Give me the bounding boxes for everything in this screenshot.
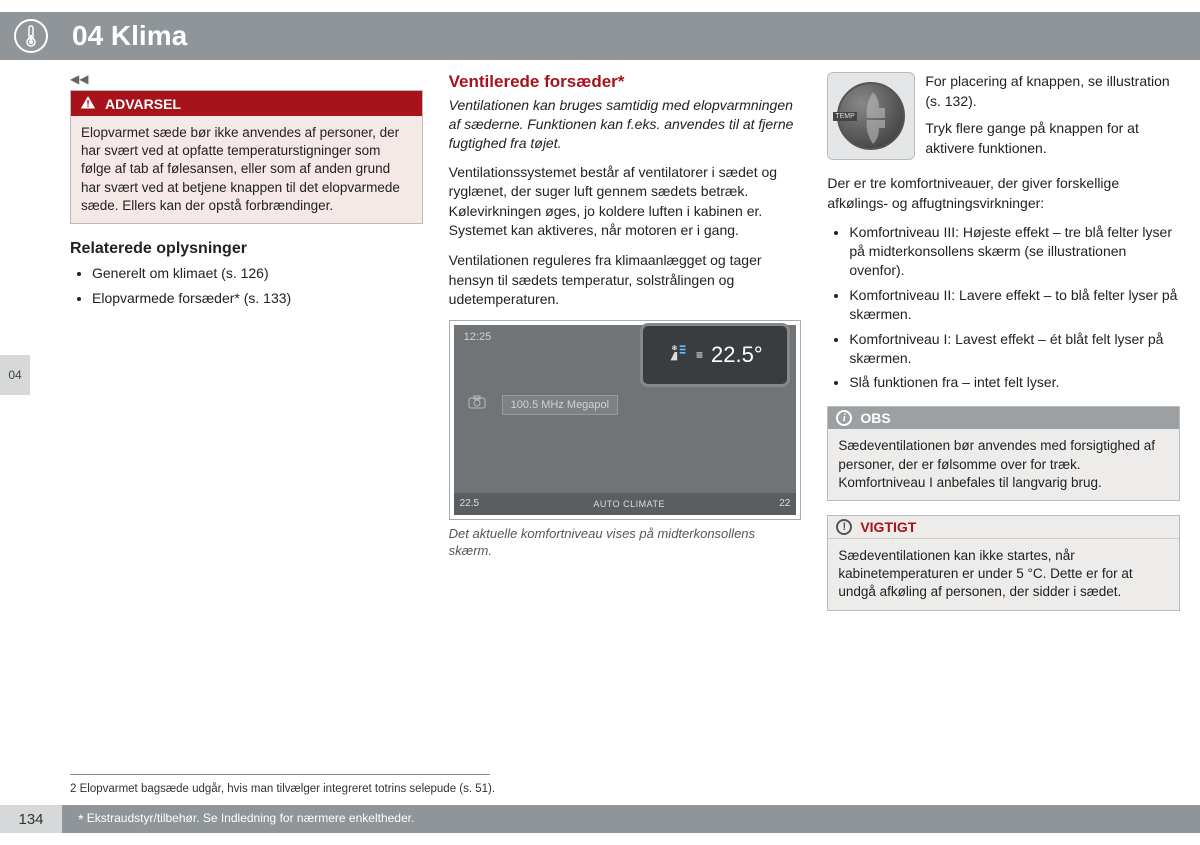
column-middle: Ventilerede forsæder* Ventilationen kan … bbox=[449, 72, 802, 785]
center-display-figure: 12:25 100.5 MHz Megapol 22.5 AUTO CLIMAT… bbox=[449, 320, 802, 520]
screen-radio-freq: 100.5 MHz Megapol bbox=[502, 395, 618, 415]
warning-header: ! ADVARSEL bbox=[71, 91, 422, 116]
side-chapter-tab: 04 bbox=[0, 355, 30, 395]
warning-triangle-icon: ! bbox=[79, 94, 97, 113]
callout-temp: 22.5° bbox=[711, 342, 763, 368]
important-label: VIGTIGT bbox=[860, 519, 916, 535]
comfort-level-list: Komfortniveau III: Højeste effekt – tre … bbox=[827, 223, 1180, 392]
note-box: i OBS Sædeventilationen bør anvendes med… bbox=[827, 406, 1180, 501]
list-item: Slå funktionen fra – intet felt lyser. bbox=[849, 373, 1180, 392]
screen-auto-climate: AUTO CLIMATE bbox=[593, 499, 665, 509]
continuation-icon: ◀◀ bbox=[70, 72, 423, 86]
page-number: 134 bbox=[0, 805, 62, 833]
screen-temp-left: 22.5 bbox=[460, 498, 479, 509]
footer-note: Ekstraudstyr/tilbehør. Se Indledning for… bbox=[87, 811, 415, 825]
svg-text:❄: ❄ bbox=[671, 343, 677, 352]
comfort-intro: Der er tre komfortniveauer, der giver fo… bbox=[827, 174, 1180, 213]
paragraph: Ventilationen reguleres fra klimaanlægge… bbox=[449, 251, 802, 310]
chapter-header: 04 Klima bbox=[0, 12, 1200, 60]
temp-dial-figure bbox=[827, 72, 915, 160]
note-label: OBS bbox=[860, 410, 890, 426]
warning-body: Elopvarmet sæde bør ikke anvendes af per… bbox=[71, 116, 422, 223]
list-item: Komfortniveau I: Lavest effekt – ét blåt… bbox=[849, 330, 1180, 368]
section-title: Ventilerede forsæder* bbox=[449, 72, 802, 92]
important-body: Sædeventilationen kan ikke startes, når … bbox=[828, 539, 1179, 610]
exclamation-icon: ! bbox=[836, 519, 852, 535]
footnote: 2 Elopvarmet bagsæde udgår, hvis man til… bbox=[70, 783, 495, 795]
footnote-star-icon: * bbox=[78, 811, 83, 827]
screen-bottom-bar: 22.5 AUTO CLIMATE 22 bbox=[454, 493, 797, 515]
note-header: i OBS bbox=[828, 407, 1179, 429]
note-body: Sædeventilationen bør anvendes med forsi… bbox=[828, 429, 1179, 500]
footer-text: * Ekstraudstyr/tilbehør. Se Indledning f… bbox=[78, 811, 414, 827]
column-right: For placering af knappen, se illustratio… bbox=[827, 72, 1180, 785]
chapter-title: 04 Klima bbox=[72, 20, 187, 52]
comfort-callout: ❄ ≡ 22.5° bbox=[640, 323, 790, 387]
list-item: Elopvarmede forsæder* (s. 133) bbox=[92, 289, 423, 308]
display-screen: 12:25 100.5 MHz Megapol 22.5 AUTO CLIMAT… bbox=[454, 325, 797, 515]
info-icon: i bbox=[836, 410, 852, 426]
footer-bar: * Ekstraudstyr/tilbehør. Se Indledning f… bbox=[0, 805, 1200, 833]
screen-temp-right: 22 bbox=[779, 498, 790, 509]
svg-text:!: ! bbox=[86, 99, 89, 110]
temp-dial-icon bbox=[837, 82, 905, 150]
list-item: Generelt om klimaet (s. 126) bbox=[92, 264, 423, 283]
chapter-icon-box bbox=[0, 12, 62, 60]
warning-box: ! ADVARSEL Elopvarmet sæde bør ikke anve… bbox=[70, 90, 423, 224]
paragraph: Ventilationssystemet består af ventilato… bbox=[449, 163, 802, 241]
important-header: ! VIGTIGT bbox=[828, 516, 1179, 539]
button-illustration-row: For placering af knappen, se illustratio… bbox=[827, 72, 1180, 160]
footnote-rule bbox=[70, 774, 490, 775]
list-item: Komfortniveau II: Lavere effekt – to blå… bbox=[849, 286, 1180, 324]
section-lead: Ventilationen kan bruges samtidig med el… bbox=[449, 96, 802, 153]
warning-label: ADVARSEL bbox=[105, 96, 181, 112]
list-item: Komfortniveau III: Højeste effekt – tre … bbox=[849, 223, 1180, 280]
figure-caption: Det aktuelle komfortniveau vises på midt… bbox=[449, 526, 802, 560]
related-info-list: Generelt om klimaet (s. 126) Elopvarmede… bbox=[70, 264, 423, 308]
screen-time: 12:25 bbox=[464, 331, 492, 343]
thermometer-icon bbox=[14, 19, 48, 53]
ventilated-seat-icon: ❄ bbox=[668, 342, 688, 368]
important-box: ! VIGTIGT Sædeventilationen kan ikke sta… bbox=[827, 515, 1180, 611]
column-left: ◀◀ ! ADVARSEL Elopvarmet sæde bør ikke a… bbox=[70, 72, 423, 785]
related-info-heading: Relaterede oplysninger bbox=[70, 240, 423, 258]
camera-icon bbox=[468, 395, 486, 412]
